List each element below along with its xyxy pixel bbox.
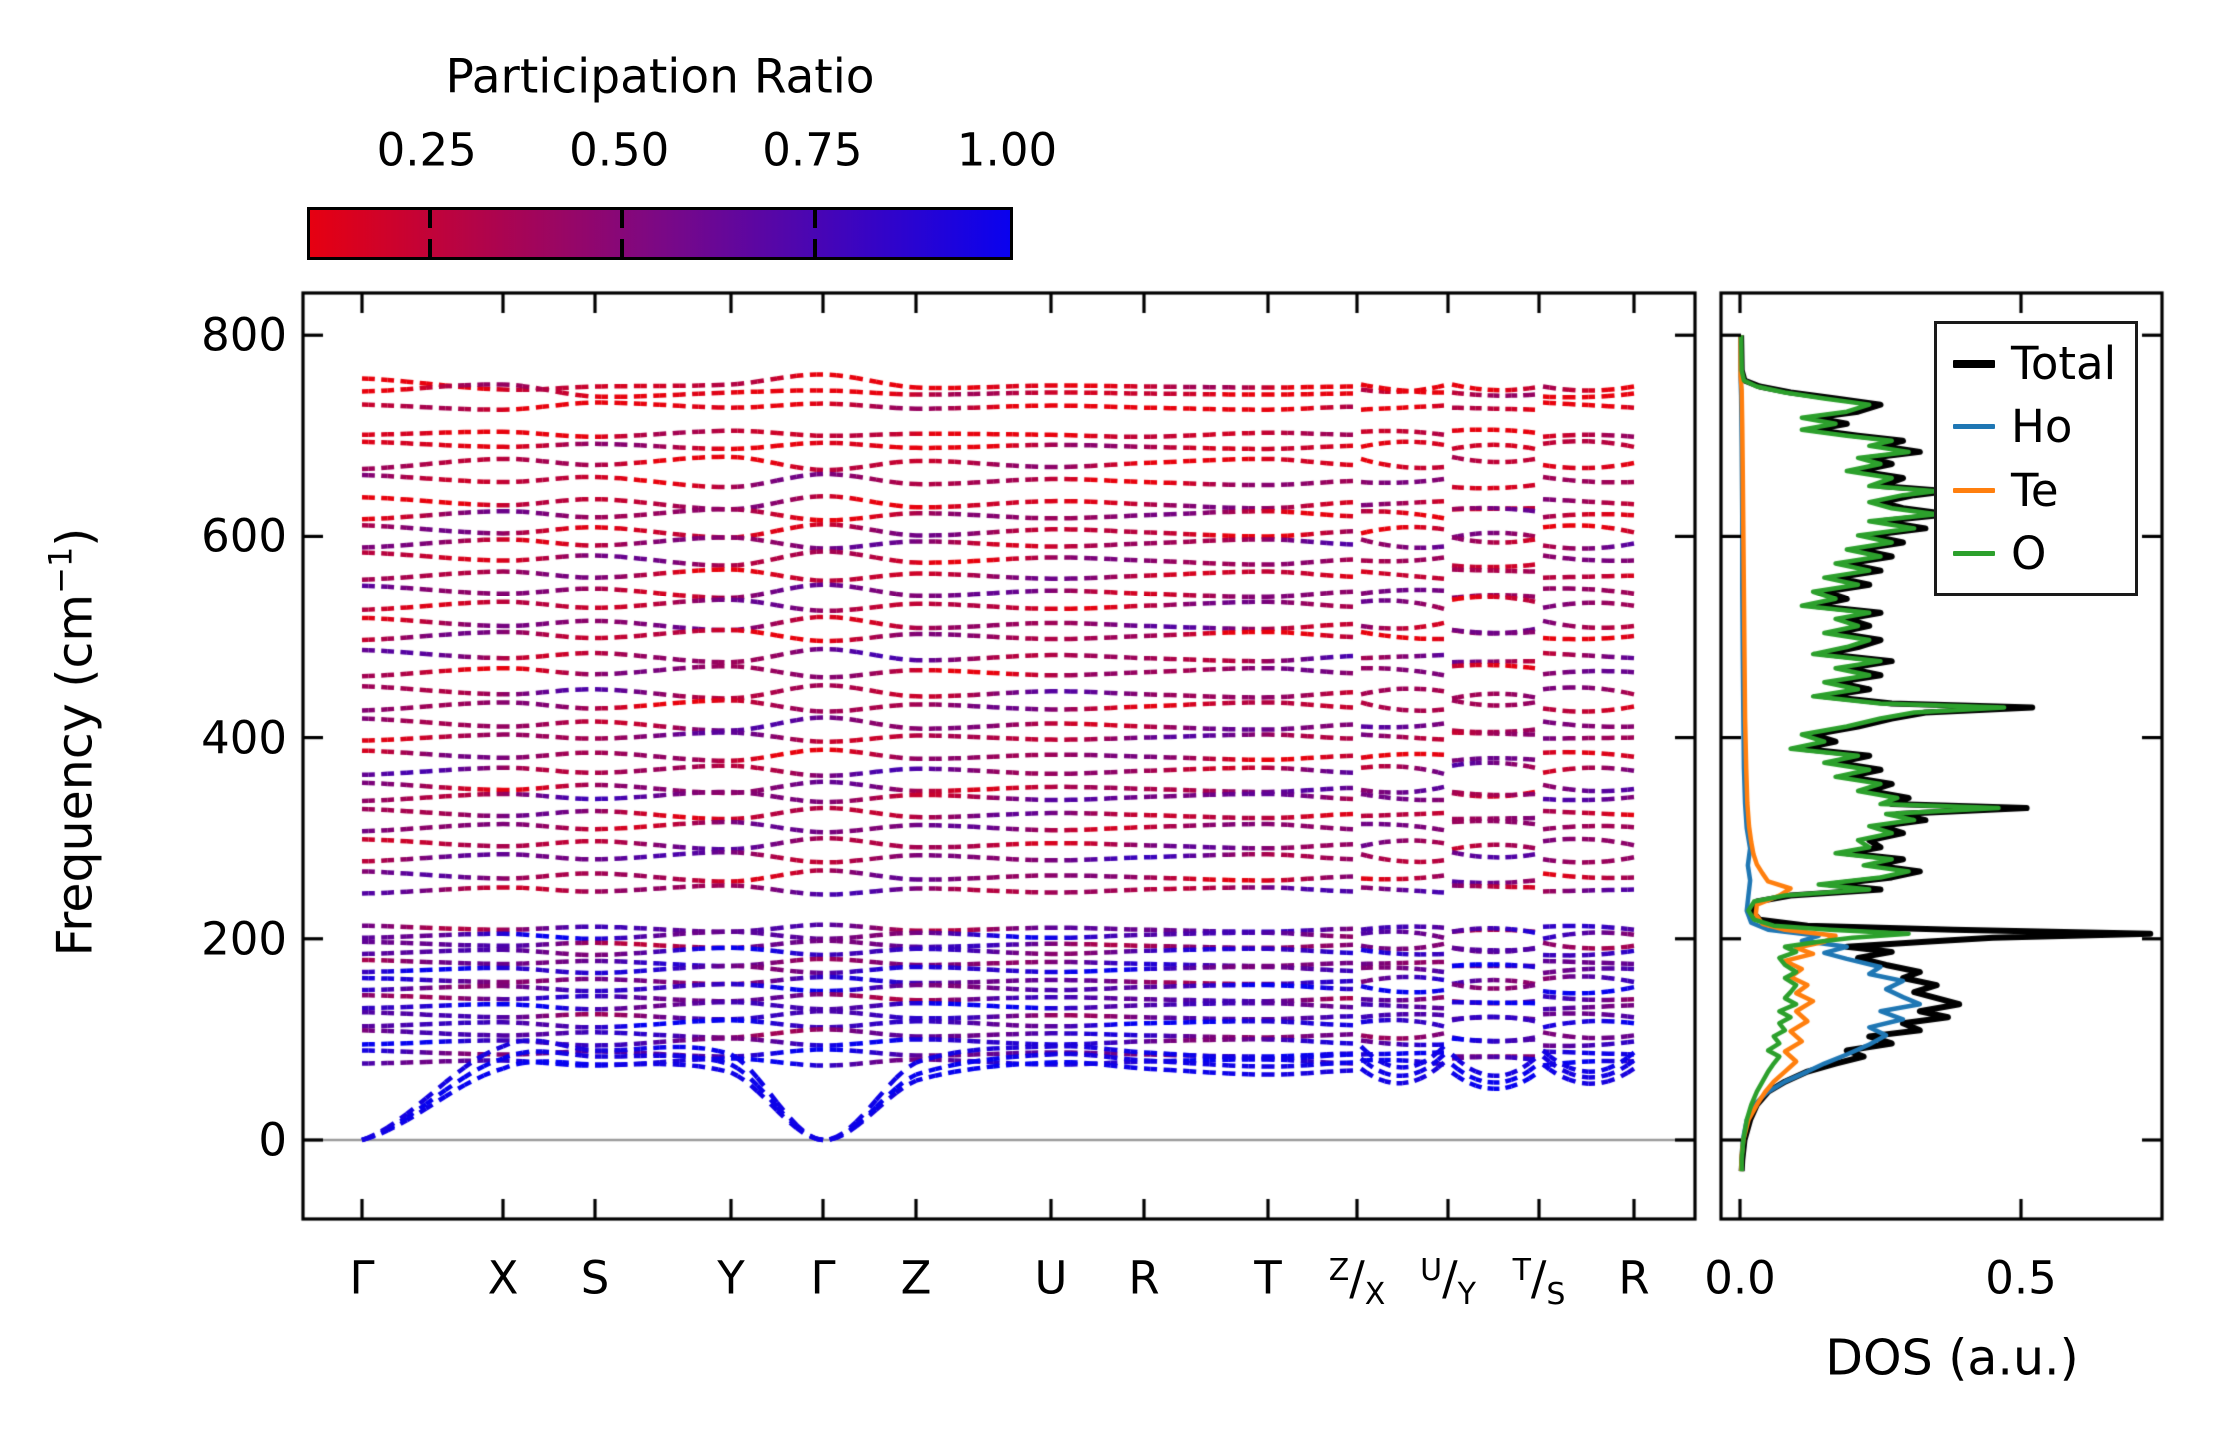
dos-tick-label: 0.0	[1704, 1251, 1776, 1305]
legend-label: Te	[2011, 463, 2059, 517]
colorbar-tick	[427, 210, 432, 228]
dos-legend: Total Ho Te O	[1934, 321, 2138, 596]
colorbar-tick-label: 0.50	[569, 123, 670, 177]
frequency-tick-label: 400	[201, 711, 287, 765]
frequency-tick-label: 0	[258, 1113, 287, 1167]
colorbar-tick	[813, 239, 818, 257]
k-point-tick-label: T/S	[1512, 1253, 1566, 1310]
k-point-tick-label: Z	[900, 1251, 932, 1305]
k-label-slash: /	[1349, 1251, 1365, 1305]
k-point-tick-label: Γ	[349, 1251, 375, 1305]
k-label-slash: /	[1530, 1251, 1547, 1305]
colorbar-tick-label: 0.75	[762, 123, 863, 177]
legend-entry-ho: Ho	[1937, 404, 2135, 449]
k-point-tick-label: Y	[717, 1251, 745, 1305]
colorbar-tick	[427, 239, 432, 257]
frequency-tick-label: 800	[201, 308, 287, 362]
k-point-tick-label: U/Y	[1420, 1253, 1476, 1310]
colorbar	[307, 207, 1013, 260]
colorbar-tick-label: 0.25	[376, 123, 477, 177]
colorbar-tick	[620, 239, 625, 257]
legend-label: O	[2011, 526, 2047, 580]
legend-entry-total: Total	[1937, 341, 2135, 386]
k-label-superscript: Z	[1328, 1253, 1350, 1288]
k-label-slash: /	[1442, 1251, 1458, 1305]
legend-line-swatch	[1953, 359, 1995, 368]
legend-line-swatch	[1953, 487, 1995, 493]
k-point-tick-label: R	[1618, 1251, 1650, 1305]
k-point-tick-label: U	[1034, 1251, 1068, 1305]
dos-tick-label: 0.5	[1985, 1251, 2057, 1305]
k-label-subscript: S	[1546, 1277, 1566, 1312]
colorbar-tick	[813, 210, 818, 228]
colorbar-title: Participation Ratio	[445, 49, 875, 105]
k-label-subscript: X	[1364, 1277, 1386, 1312]
k-point-tick-label: S	[580, 1251, 610, 1305]
k-point-tick-label: Γ	[810, 1251, 836, 1305]
k-point-tick-label: R	[1128, 1251, 1160, 1305]
k-label-subscript: Y	[1457, 1277, 1476, 1312]
colorbar-tick-label: 1.00	[956, 123, 1058, 177]
k-point-tick-label: Z/X	[1328, 1253, 1386, 1310]
y-axis-label-main: Frequency (cm	[46, 593, 104, 957]
legend-line-swatch	[1953, 424, 1995, 430]
frequency-tick-label: 600	[201, 509, 287, 563]
legend-line-swatch	[1953, 550, 1995, 556]
legend-entry-o: O	[1937, 531, 2135, 576]
legend-label: Ho	[2011, 400, 2073, 454]
dos-x-axis-label: DOS (a.u.)	[1825, 1329, 2079, 1387]
k-label-superscript: T	[1512, 1253, 1531, 1288]
k-label-superscript: U	[1420, 1253, 1443, 1288]
y-axis-label-superscript: −1	[41, 546, 80, 594]
legend-label: Total	[2011, 337, 2117, 391]
frequency-tick-label: 200	[201, 912, 287, 966]
k-point-tick-label: X	[487, 1251, 519, 1305]
k-point-tick-label: T	[1254, 1251, 1282, 1305]
y-axis-label-suffix: )	[46, 527, 104, 547]
colorbar-tick	[620, 210, 625, 228]
y-axis-label: Frequency (cm−1)	[41, 528, 104, 957]
legend-entry-te: Te	[1937, 468, 2135, 513]
